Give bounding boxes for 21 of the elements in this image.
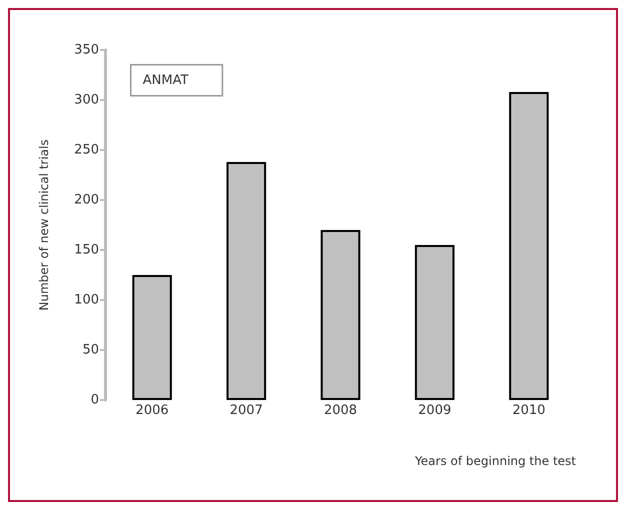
bar <box>414 245 454 400</box>
x-tick-label: 2010 <box>512 403 546 418</box>
annotation: ANMAT <box>142 72 188 88</box>
bar <box>226 162 266 400</box>
x-tick-label: 2008 <box>324 403 358 418</box>
bar <box>509 92 549 400</box>
y-tick-label: 0 <box>90 392 99 408</box>
y-tick-label: 100 <box>74 292 99 308</box>
x-tick-label: 2007 <box>230 403 263 418</box>
x-axis-title: Years of beginning the test <box>414 454 576 468</box>
bar <box>320 230 360 400</box>
y-tick-label: 350 <box>74 42 99 58</box>
y-tick-label: 200 <box>74 192 99 208</box>
bar <box>132 275 172 400</box>
x-tick-label: 2006 <box>136 403 169 418</box>
x-tick-label: 2009 <box>418 403 452 418</box>
y-axis-title: Number of new clinical trials <box>37 139 51 311</box>
y-tick-label: 50 <box>82 342 99 358</box>
y-tick-label: 250 <box>74 142 99 158</box>
y-tick-label: 150 <box>74 242 99 258</box>
y-tick-label: 300 <box>74 92 99 108</box>
